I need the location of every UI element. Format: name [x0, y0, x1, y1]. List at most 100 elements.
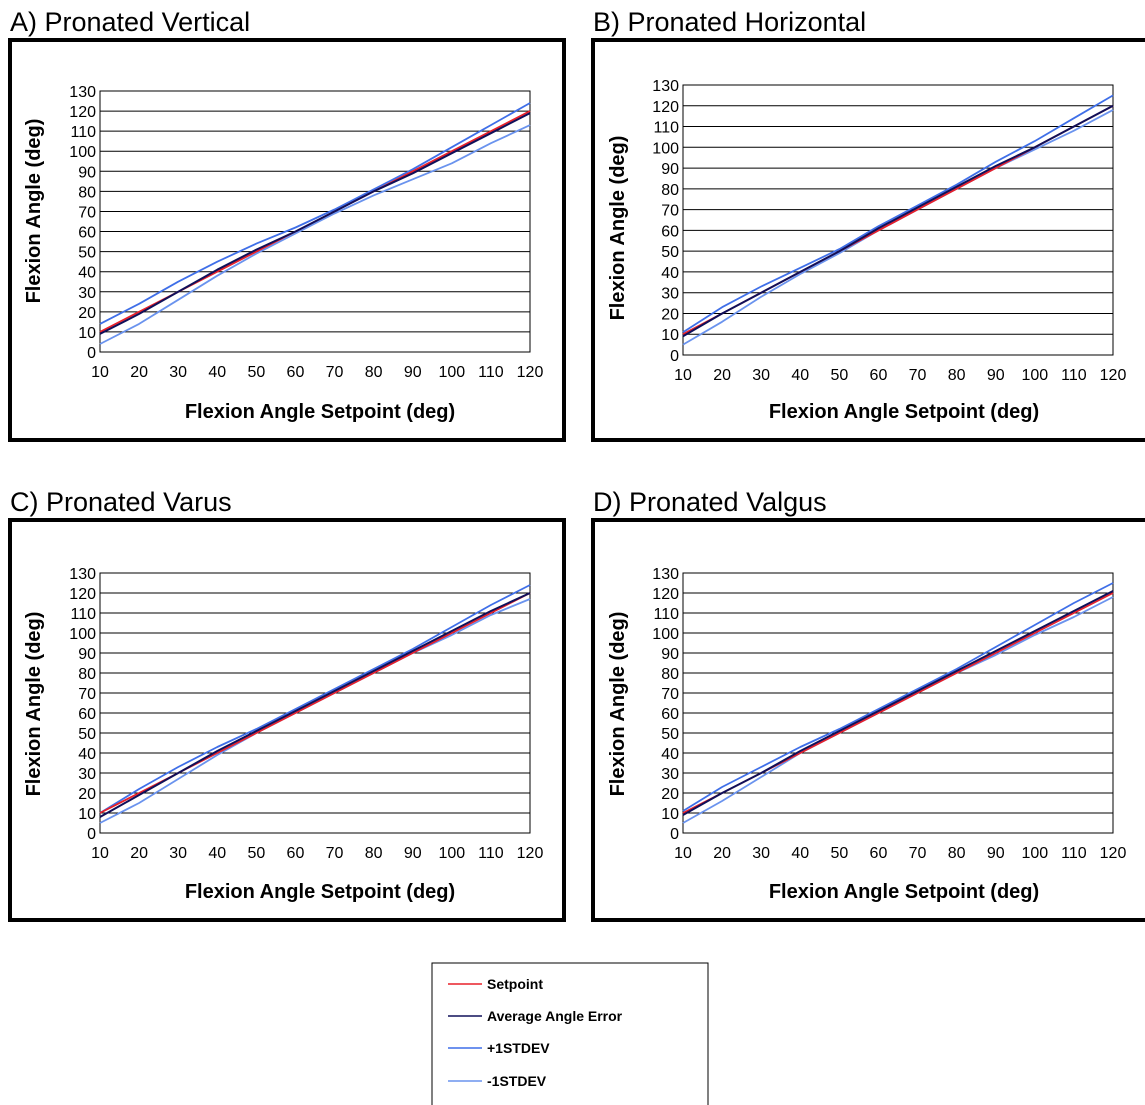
panel-b-series-plus-stdev: [682, 94, 1114, 333]
panel-a-x-tick-label: 120: [517, 364, 544, 381]
panel-c-label: C) Pronated Varus: [10, 487, 232, 517]
panel-a-x-tick-label: 90: [404, 364, 422, 381]
panel-b-x-tick-label: 50: [830, 367, 848, 384]
panel-c-x-tick-label: 30: [169, 845, 187, 862]
legend-entry-plus-stdev: +1STDEV: [448, 1040, 550, 1056]
panel-b-y-tick-label: 50: [661, 244, 679, 261]
panel-d-label: D) Pronated Valgus: [593, 487, 827, 517]
panel-b-x-tick-label: 80: [948, 367, 966, 384]
panel-a-y-tick-label: 130: [69, 84, 96, 101]
panel-a-y-tick-label: 50: [78, 245, 96, 262]
panel-d-x-tick-label: 10: [674, 845, 692, 862]
panel-b-y-tick-label: 10: [661, 327, 679, 344]
legend-label-minus-stdev: -1STDEV: [487, 1073, 547, 1089]
panel-d-y-tick-label: 120: [652, 586, 679, 603]
panel-c-x-tick-label: 80: [365, 845, 383, 862]
panel-d-y-tick-label: 20: [661, 786, 679, 803]
panel-c-x-tick-label: 50: [247, 845, 265, 862]
panel-d-x-tick-label: 40: [791, 845, 809, 862]
panel-a-series-minus-stdev: [99, 124, 531, 345]
panel-d-y-tick-label: 50: [661, 726, 679, 743]
panel-c-x-tick-label: 110: [478, 845, 504, 862]
panel-a-y-tick-label: 80: [78, 184, 96, 201]
panel-c-y-tick-label: 70: [78, 686, 96, 703]
panel-b-x-tick-label: 40: [791, 367, 809, 384]
panel-c-series-average: [99, 592, 531, 818]
panel-a-x-tick-label: 60: [287, 364, 305, 381]
panel-b-x-tick-label: 20: [713, 367, 731, 384]
panel-c-y-tick-label: 20: [78, 786, 96, 803]
panel-a-series-plus-stdev: [99, 102, 531, 325]
panel-c-y-tick-label: 40: [78, 746, 96, 763]
panel-a-x-tick-label: 10: [91, 364, 109, 381]
panel-b-y-tick-label: 80: [661, 182, 679, 199]
panel-a-y-tick-label: 120: [69, 104, 96, 121]
panel-b-series-average: [682, 104, 1114, 338]
panel-c-x-tick-label: 60: [287, 845, 305, 862]
panel-b-y-tick-label: 40: [661, 265, 679, 282]
panel-d-y-tick-label: 130: [652, 566, 679, 583]
legend-label-average: Average Angle Error: [487, 1008, 623, 1024]
panel-a-y-axis-title: Flexion Angle (deg): [23, 119, 45, 304]
panel-b-y-tick-label: 100: [652, 140, 679, 157]
panel-c-y-tick-label: 50: [78, 726, 96, 743]
panel-d-x-tick-label: 110: [1061, 845, 1087, 862]
panel-b-x-tick-label: 60: [870, 367, 888, 384]
panel-d-x-tick-label: 80: [948, 845, 966, 862]
panel-a: A) Pronated Vertical 0 10 20 30 40 50 60 70 80 90…: [8, 7, 566, 442]
panel-d-plot: 0 10 20 30 40 50 60 70 80 90 100 110 120 130 10 20 30 40 5…: [652, 566, 1126, 862]
panel-c-y-tick-label: 110: [70, 606, 96, 623]
panel-c-x-tick-label: 10: [91, 845, 109, 862]
panel-b-y-tick-label: 130: [652, 78, 679, 95]
panel-a-y-tick-label: 70: [78, 204, 96, 221]
panel-a-y-tick-label: 60: [78, 225, 96, 242]
panel-b-x-tick-label: 90: [987, 367, 1005, 384]
panel-a-y-tick-label: 0: [87, 345, 96, 362]
panel-d-x-tick-label: 60: [870, 845, 888, 862]
panel-d-x-tick-label: 30: [752, 845, 770, 862]
panel-c-x-tick-label: 40: [208, 845, 226, 862]
legend-entry-setpoint: Setpoint: [448, 976, 543, 992]
panel-c-series-plus-stdev: [99, 584, 531, 814]
panel-a-y-tick-label: 100: [69, 144, 96, 161]
legend-entry-minus-stdev: -1STDEV: [448, 1073, 547, 1089]
panel-b-y-tick-label: 90: [661, 161, 679, 178]
panel-b-y-axis-title: Flexion Angle (deg): [607, 136, 629, 321]
panel-a-plot: 0 10 20 30 40 50 60 70 80 90 100 110 120 130 10 20 30 40 5…: [69, 84, 543, 381]
panel-d-x-tick-label: 50: [830, 845, 848, 862]
panel-a-x-tick-label: 40: [208, 364, 226, 381]
panel-a-y-tick-label: 30: [78, 285, 96, 302]
panel-a-x-tick-label: 70: [326, 364, 344, 381]
panel-c-y-tick-label: 30: [78, 766, 96, 783]
panel-d-y-tick-label: 80: [661, 666, 679, 683]
panel-c-x-axis-title: Flexion Angle Setpoint (deg): [185, 881, 455, 903]
panel-d-x-tick-label: 90: [987, 845, 1005, 862]
panel-a-y-tick-label: 40: [78, 265, 96, 282]
panel-d-x-tick-label: 70: [909, 845, 927, 862]
legend-entry-average: Average Angle Error: [448, 1008, 623, 1024]
panel-c-y-tick-label: 10: [78, 806, 96, 823]
panel-b-x-tick-label: 30: [752, 367, 770, 384]
panel-d-x-axis-title: Flexion Angle Setpoint (deg): [769, 881, 1039, 903]
panel-d-series-plus-stdev: [682, 582, 1114, 812]
panel-d-y-tick-label: 40: [661, 746, 679, 763]
panel-c-x-tick-label: 90: [404, 845, 422, 862]
panel-b-y-tick-label: 60: [661, 223, 679, 240]
panel-b-plot: 0 10 20 30 40 50 60 70 80 90 100 110 120 130 10 20 30 40 5…: [652, 78, 1126, 384]
panel-b-x-axis-title: Flexion Angle Setpoint (deg): [769, 401, 1039, 423]
legend-label-setpoint: Setpoint: [487, 976, 543, 992]
panel-a-x-axis-title: Flexion Angle Setpoint (deg): [185, 401, 455, 423]
panel-a-y-tick-label: 90: [78, 164, 96, 181]
panel-c-y-axis-title: Flexion Angle (deg): [23, 612, 45, 797]
legend: Setpoint Average Angle Error +1STDEV -1S…: [431, 962, 709, 1105]
panel-c-y-tick-label: 60: [78, 706, 96, 723]
panel-a-x-tick-label: 100: [438, 364, 465, 381]
panel-c-y-tick-label: 120: [69, 586, 96, 603]
panel-d-y-tick-label: 0: [670, 826, 679, 843]
panel-d-y-tick-label: 100: [652, 626, 679, 643]
panel-a-x-tick-label: 30: [169, 364, 187, 381]
panel-d-y-tick-label: 10: [661, 806, 679, 823]
panel-c-plot: 0 10 20 30 40 50 60 70 80 90 100 110 120 130 10 20 30 40 5…: [69, 566, 543, 862]
panel-c-x-tick-label: 20: [130, 845, 148, 862]
